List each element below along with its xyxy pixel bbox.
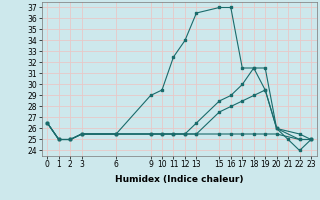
X-axis label: Humidex (Indice chaleur): Humidex (Indice chaleur) <box>115 175 244 184</box>
